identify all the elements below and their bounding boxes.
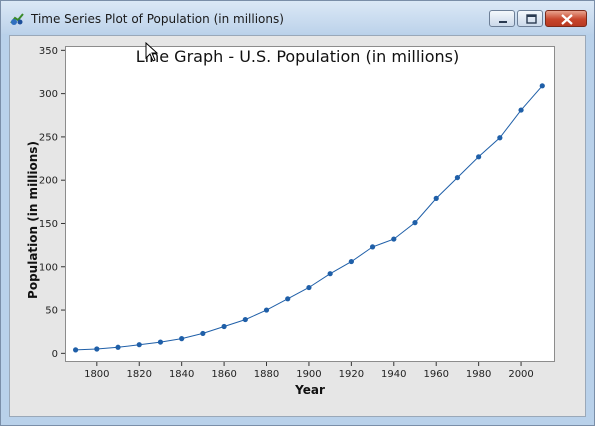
data-point	[115, 344, 121, 350]
data-point	[476, 154, 482, 160]
close-button[interactable]	[545, 10, 587, 27]
x-tick-label: 1820	[127, 369, 152, 380]
data-point	[263, 307, 270, 313]
x-tick-label: 1960	[423, 369, 448, 380]
data-point	[454, 174, 461, 181]
y-tick-label: 100	[39, 262, 58, 273]
plot-area	[65, 46, 555, 362]
data-point	[200, 330, 206, 337]
series-line	[75, 85, 543, 351]
x-tick-label: 1880	[254, 369, 279, 380]
data-point	[348, 258, 354, 265]
x-tick-label: 1900	[296, 369, 321, 380]
data-point	[306, 284, 312, 291]
mouse-cursor-icon	[145, 42, 159, 62]
data-point	[221, 323, 227, 330]
data-point	[518, 107, 524, 113]
data-point	[433, 195, 439, 201]
x-tick-label: 1940	[381, 369, 406, 380]
data-point	[539, 83, 545, 89]
y-tick-label: 200	[39, 176, 58, 187]
y-tick-label: 350	[39, 46, 58, 57]
x-tick-label: 1980	[466, 369, 491, 380]
y-tick-label: 300	[39, 89, 58, 100]
minimize-button[interactable]	[489, 10, 515, 27]
maximize-button[interactable]	[517, 10, 543, 27]
y-tick-label: 50	[45, 306, 58, 317]
data-point	[327, 271, 333, 277]
data-point	[157, 339, 164, 345]
window-title: Time Series Plot of Population (in milli…	[31, 12, 284, 26]
x-tick-label: 1920	[339, 369, 364, 380]
x-axis-label: Year	[295, 383, 325, 397]
data-point	[94, 346, 100, 352]
data-point	[369, 244, 376, 250]
y-tick-label: 0	[52, 349, 58, 360]
data-point	[136, 342, 142, 348]
x-tick-label: 1800	[84, 369, 109, 380]
data-point	[242, 316, 248, 323]
data-point	[497, 135, 503, 141]
data-point	[412, 220, 418, 226]
x-tick-label: 1840	[169, 369, 194, 380]
close-icon	[561, 14, 573, 25]
minitab-graph-icon	[10, 13, 24, 25]
minimize-icon	[499, 21, 507, 23]
y-tick-label: 250	[39, 132, 58, 143]
x-tick-label: 1860	[211, 369, 236, 380]
maximize-icon	[526, 14, 537, 24]
data-point	[285, 296, 291, 302]
chart-title: Line Graph - U.S. Population (in million…	[135, 47, 460, 66]
x-tick-label: 2000	[508, 369, 533, 380]
title-bar[interactable]: Time Series Plot of Population (in milli…	[1, 1, 594, 34]
y-tick-label: 150	[39, 219, 58, 230]
data-point	[391, 236, 397, 242]
data-point	[179, 336, 185, 342]
data-point	[73, 347, 79, 353]
